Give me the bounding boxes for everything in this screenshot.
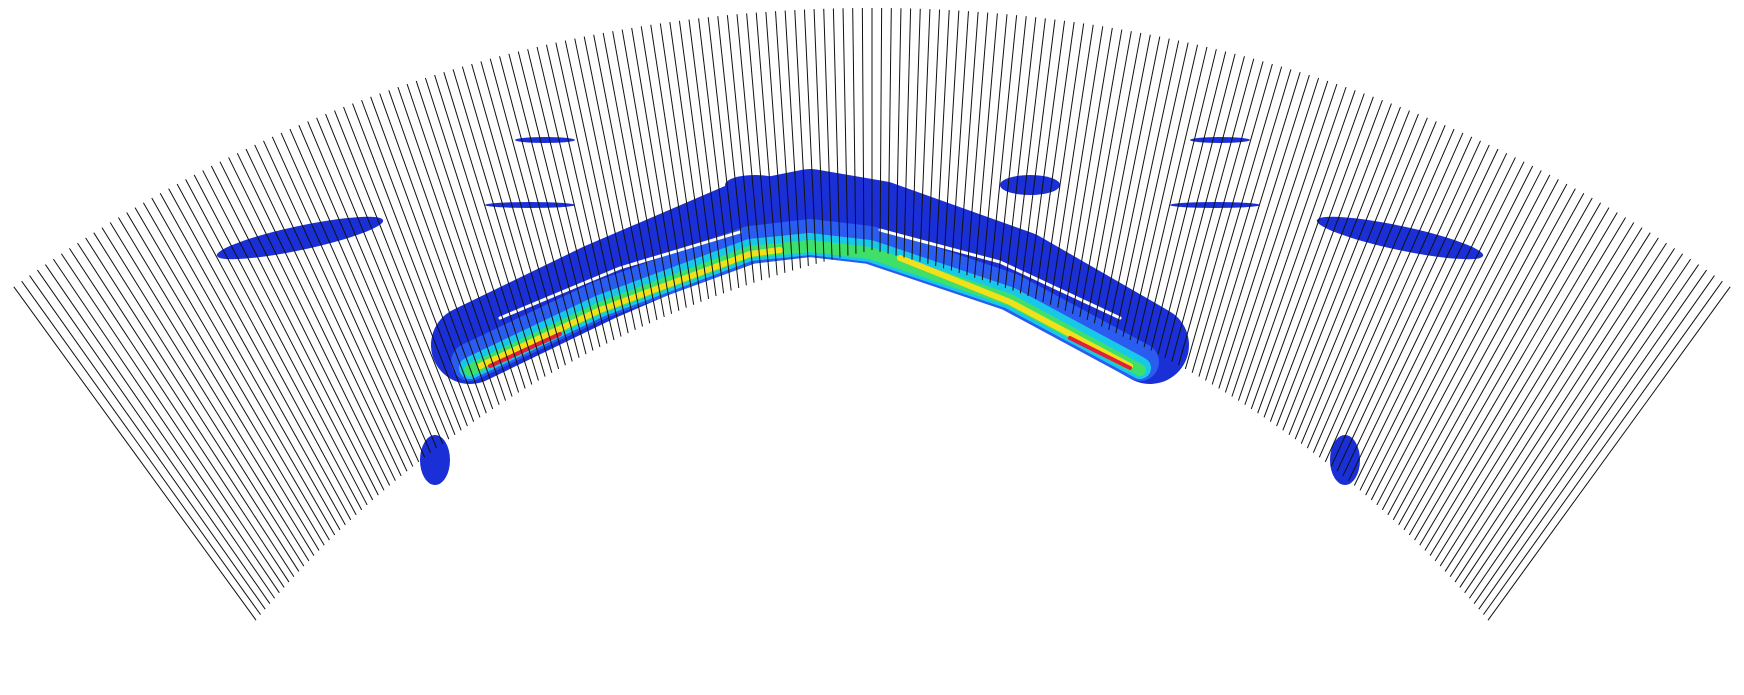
- beam-line: [1465, 259, 1691, 593]
- beam-line: [110, 223, 314, 556]
- beam-line: [371, 97, 487, 413]
- beam-line: [22, 281, 261, 614]
- beam-line: [1469, 265, 1698, 599]
- beam-line: [1337, 145, 1489, 471]
- beam-line: [255, 145, 407, 471]
- beam-line: [94, 233, 304, 566]
- beam-line: [1440, 233, 1650, 566]
- beam-line: [1483, 281, 1722, 614]
- beam-line: [127, 213, 325, 546]
- beam-line: [1430, 223, 1634, 556]
- page: {} html, body { margin: 0; padding: 0; b…: [0, 0, 1744, 695]
- beam-line: [1219, 78, 1319, 388]
- beam-line: [1479, 276, 1715, 610]
- beam-line: [344, 107, 468, 426]
- beam-line: [246, 149, 401, 476]
- beam-line: [1192, 67, 1281, 373]
- blob: [515, 137, 575, 143]
- beam-line: [1488, 287, 1730, 620]
- beam-line: [1371, 170, 1541, 500]
- beam-line: [1343, 149, 1498, 476]
- beam-line: [1116, 41, 1179, 334]
- beam-line: [1450, 243, 1666, 577]
- beam-line: [1199, 69, 1291, 376]
- beam-line: [53, 259, 279, 593]
- beam-line: [1277, 107, 1401, 426]
- beam-line: [1123, 43, 1188, 337]
- beam-line: [78, 243, 294, 577]
- blob: [214, 209, 385, 268]
- beam-line: [30, 276, 266, 610]
- beam-line: [229, 157, 390, 485]
- beam-line: [1144, 49, 1216, 347]
- beam-line: [37, 270, 269, 604]
- beam-fan: [14, 8, 1730, 620]
- beam-line: [45, 265, 274, 599]
- beam-line: [1307, 125, 1445, 448]
- scan-view: [0, 0, 1744, 695]
- beam-line: [1420, 213, 1618, 546]
- beam-line: [1179, 61, 1263, 365]
- body: (() => { JSON.parse(document.getElementB…: [0, 0, 1744, 695]
- beam-line: [1185, 64, 1272, 369]
- blob: [420, 435, 450, 485]
- beam-line: [299, 125, 437, 448]
- blob: [725, 175, 785, 195]
- beam-line: [14, 287, 256, 620]
- beam-line: [1354, 157, 1515, 485]
- beam-line: [1109, 39, 1170, 330]
- beam-line: [1258, 97, 1374, 413]
- beam-line: [1474, 270, 1706, 604]
- beam-line: [1094, 35, 1150, 324]
